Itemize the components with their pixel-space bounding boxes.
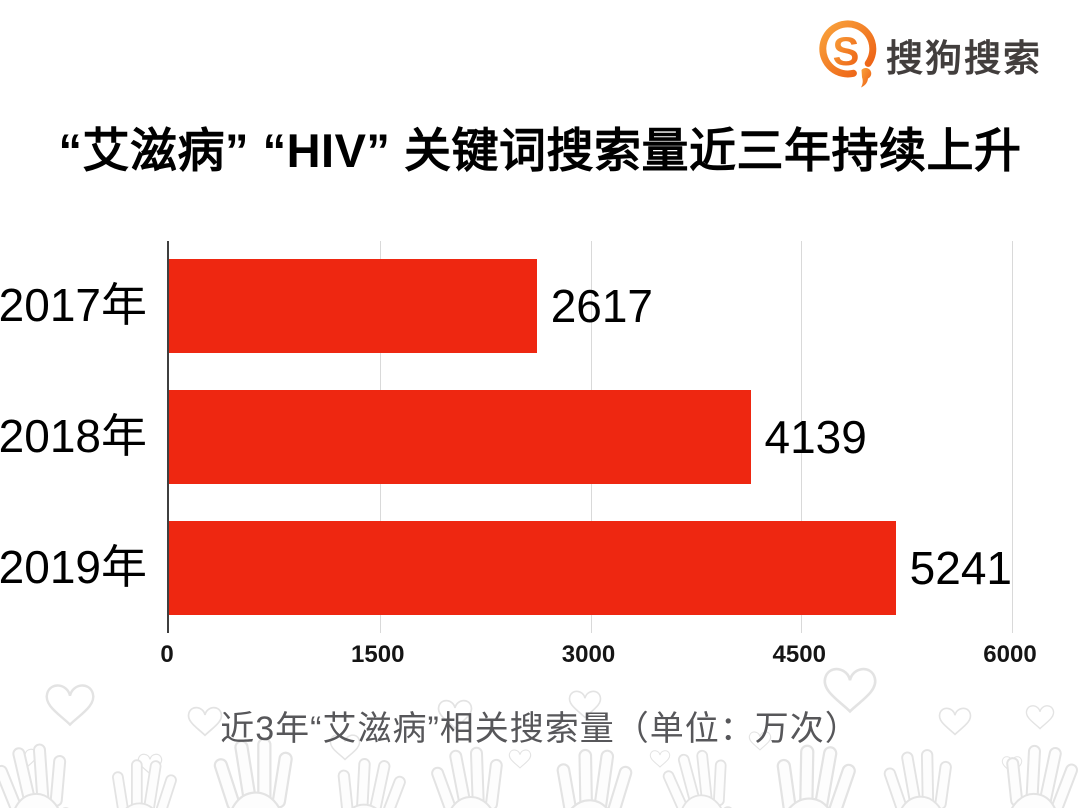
x-tick-label: 3000: [561, 641, 616, 668]
bar: [169, 259, 537, 354]
plot-area: 2017年 2617 2018年 4139 2019年 5241: [0, 241, 1013, 633]
value-label: 4139: [764, 410, 867, 463]
bar-row: 2017年 2617: [0, 241, 1012, 372]
sogou-logo: S 搜狗搜索: [816, 20, 1042, 92]
x-tick-label: 1500: [351, 641, 405, 668]
value-label: 2617: [550, 280, 654, 333]
sogou-s-logo-icon: S: [819, 20, 877, 88]
gridline: [801, 241, 803, 633]
x-axis-labels: 0 1500 3000 4500 6000: [160, 641, 1036, 673]
x-tick-label: 4500: [772, 641, 826, 668]
bar: [169, 520, 896, 615]
category-label: 2018年: [0, 410, 147, 463]
chart-caption: 近3年“艾滋病”相关搜索量（单位：万次）: [220, 710, 860, 748]
bar-row: 2019年 5241: [0, 502, 1012, 633]
bar-row: 2018年 4139: [0, 372, 1012, 503]
value-label: 5241: [909, 541, 1012, 594]
category-label: 2019年: [0, 540, 147, 593]
gridline: [1012, 241, 1013, 633]
category-label: 2017年: [0, 279, 147, 332]
chart-title: “艾滋病” “HIV” 关键词搜索量近三年持续上升: [58, 124, 1022, 177]
x-tick-label: 0: [160, 641, 174, 668]
bar: [169, 389, 751, 484]
x-tick-label: 6000: [983, 641, 1037, 668]
brand-name: 搜狗搜索: [886, 38, 1042, 79]
logo-letter: S: [833, 30, 860, 74]
